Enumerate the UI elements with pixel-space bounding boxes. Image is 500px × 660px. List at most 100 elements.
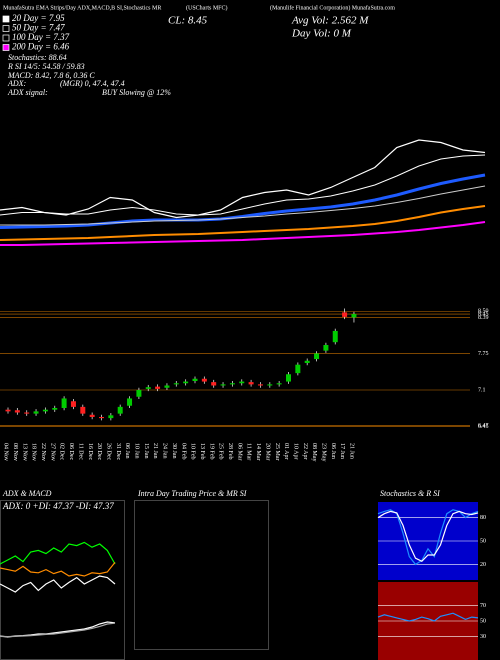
y-tick-label: 7.1 [478, 387, 486, 393]
indicator-text: Stochastics: 88.64 [8, 53, 67, 62]
x-tick-label: 25 Mar [274, 443, 280, 461]
y-tick-label: 50 [480, 538, 486, 544]
header-right: (Manulife Financial Corporation) MunafaS… [270, 4, 395, 11]
adx-label: ADX: [7, 79, 27, 88]
y-tick-label: 50 [480, 618, 486, 624]
x-tick-label: 30 Jan [171, 443, 177, 459]
candle-body [201, 378, 207, 382]
x-tick-label: 23 May [321, 443, 327, 462]
candle-body [342, 312, 348, 317]
indicator-text: MACD: 8.42, 7.8 6, 0.36 C [7, 71, 95, 80]
series-line [377, 510, 479, 563]
x-tick-label: 04 Nov [3, 443, 9, 461]
candle-body [332, 330, 338, 343]
candle-body [173, 383, 179, 385]
x-tick-label: 22 Nov [40, 443, 46, 461]
avg-volume: Avg Vol: 2.562 M [291, 15, 369, 27]
candle-body [314, 353, 320, 360]
intraday-panel [134, 500, 269, 650]
candle-body [257, 384, 263, 386]
candle-body [145, 387, 151, 389]
x-tick-label: 26 Dec [105, 443, 111, 460]
legend-text: 50 Day = 7.47 [12, 23, 65, 33]
x-tick-label: 20 Dec [96, 443, 102, 460]
candle-body [267, 384, 273, 386]
candle-body [99, 417, 104, 419]
x-tick-label: 15 Jan [143, 443, 149, 459]
legend-swatch [2, 34, 10, 42]
adx-signal-label: ADX signal: [7, 88, 48, 97]
y-tick-label: 8.39 [478, 315, 489, 321]
candle-body [70, 401, 76, 407]
y-tick-label: 6.45 [478, 424, 489, 430]
legend-swatch [2, 15, 10, 23]
close-price: CL: 8.45 [168, 15, 208, 27]
candle-body [351, 314, 357, 318]
candle-body [24, 412, 30, 414]
x-tick-label: 10 Jan [134, 443, 140, 459]
series-line [0, 139, 486, 219]
legend-text: 100 Day = 7.37 [12, 32, 70, 42]
candle-body [136, 390, 142, 397]
series-line [0, 154, 486, 216]
candle-body [33, 411, 39, 414]
candle-body [164, 385, 170, 388]
candle-body [127, 398, 133, 406]
candle-body [108, 415, 114, 419]
candle-body [117, 406, 123, 414]
x-tick-label: 19 Feb [208, 443, 214, 460]
y-tick-label: 70 [480, 603, 486, 609]
candle-body [286, 374, 291, 382]
x-tick-label: 11 Mar [246, 443, 252, 460]
candle-body [183, 381, 189, 384]
header-left: MunafaSutra EMA Strips/Day ADX,MACD,B SI… [3, 4, 161, 11]
candle-body [323, 345, 329, 351]
candle-body [52, 408, 58, 410]
x-tick-label: 13 Feb [199, 443, 205, 460]
header-mid: (USCharts MFC) [186, 4, 228, 11]
panel-title: ADX & MACD [2, 489, 52, 498]
x-tick-label: 14 Mar [255, 443, 261, 461]
y-tick-label: 20 [480, 562, 486, 568]
x-tick-label: 24 Jan [162, 443, 168, 459]
x-tick-label: 11 Dec [77, 443, 83, 460]
x-tick-label: 27 Nov [49, 443, 55, 461]
candle-body [14, 410, 20, 413]
y-tick-label: 7.75 [478, 351, 489, 357]
x-tick-label: 10 Apr [292, 443, 298, 460]
x-tick-label: 17 Jun [339, 443, 345, 459]
x-tick-label: 22 Apr [302, 443, 308, 460]
y-tick-label: 30 [480, 634, 486, 640]
series-line [0, 575, 116, 593]
candle-body [80, 406, 86, 414]
day-volume: Day Vol: 0 M [291, 28, 352, 40]
x-tick-label: 06 Jun [330, 443, 336, 459]
candle-body [295, 364, 301, 374]
candle-body [89, 414, 95, 417]
indicator-text: R SI 14/5: 54.58 / 59.83 [7, 62, 85, 71]
x-tick-label: 25 Feb [218, 443, 224, 460]
candle-body [229, 383, 235, 385]
x-tick-label: 21 Jun [349, 443, 355, 459]
series-line [0, 205, 486, 241]
x-tick-label: 04 Feb [180, 443, 186, 460]
x-tick-label: 06 Jan [124, 443, 130, 459]
candle-body [5, 409, 11, 412]
series-line [0, 622, 116, 638]
candle-body [248, 382, 254, 385]
candle-body [239, 381, 245, 384]
x-tick-label: 13 Nov [21, 443, 27, 461]
x-tick-label: 28 Feb [227, 443, 233, 460]
candle-body [276, 383, 282, 385]
y-tick-label: 80 [480, 515, 486, 521]
y-tick-label: 8.50 [478, 309, 489, 315]
candle-body [220, 384, 226, 386]
adx-signal-value: BUY Slowing @ 12% [102, 88, 171, 97]
legend-swatch [2, 44, 10, 51]
legend-text: 200 Day = 6.46 [12, 42, 70, 52]
x-tick-label: 18 Nov [31, 443, 37, 461]
series-line [377, 612, 479, 622]
legend-text: 20 Day = 7.95 [12, 13, 65, 23]
x-tick-label: 02 Dec [59, 443, 65, 460]
candle-body [304, 360, 310, 363]
